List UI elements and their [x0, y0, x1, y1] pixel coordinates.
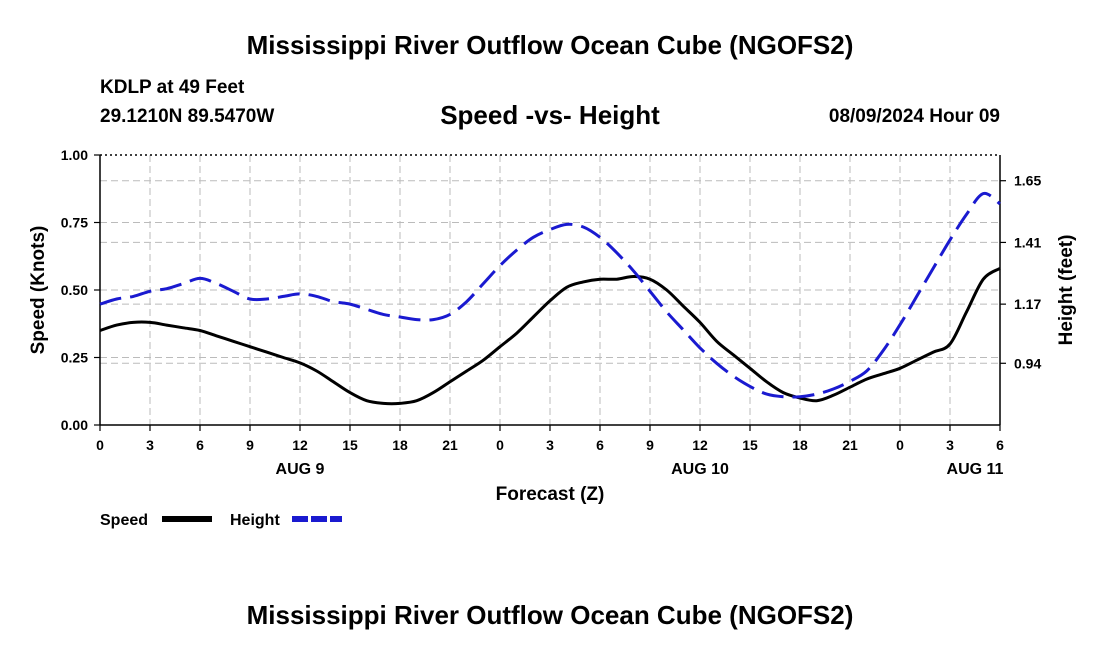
x-tick-label: 0	[896, 437, 904, 453]
height-series-line	[99, 191, 1001, 399]
x-tick-label: 3	[946, 437, 954, 453]
station-name: KDLP at 49 Feet	[100, 77, 245, 98]
x-tick-label: 0	[496, 437, 504, 453]
x-tick-label: 3	[546, 437, 554, 453]
date-label: AUG 10	[671, 461, 729, 478]
x-tick-label: 6	[996, 437, 1004, 453]
x-tick-label: 21	[842, 437, 858, 453]
y-right-tick-label: 0.94	[1014, 355, 1041, 371]
x-tick-label: 12	[692, 437, 708, 453]
legend-height-label: Height	[230, 512, 280, 529]
speed-series-line	[99, 267, 1001, 406]
x-tick-label: 3	[146, 437, 154, 453]
x-tick-label: 6	[196, 437, 204, 453]
y-right-tick-label: 1.17	[1014, 296, 1041, 312]
y-axis-label: Speed (Knots)	[28, 226, 49, 355]
y-tick-label: 0.25	[61, 350, 88, 366]
x-tick-label: 9	[246, 437, 254, 453]
date-label: AUG 11	[947, 461, 1004, 478]
forecast-date: 08/09/2024 Hour 09	[828, 106, 1000, 127]
y-axis-right-label: Height (feet)	[1056, 235, 1077, 346]
y-right-tick-label: 1.65	[1014, 173, 1041, 189]
chart-title: Speed -vs- Height	[440, 100, 660, 130]
legend-speed-label: Speed	[100, 512, 148, 529]
y-tick-label: 0.75	[61, 215, 88, 231]
x-tick-label: 9	[646, 437, 654, 453]
main-title: Mississippi River Outflow Ocean Cube (NG…	[246, 30, 854, 60]
x-tick-label: 18	[392, 437, 408, 453]
x-tick-label: 0	[96, 437, 104, 453]
x-tick-label: 15	[342, 437, 358, 453]
station-coords: 29.1210N 89.5470W	[100, 106, 275, 127]
x-tick-label: 18	[792, 437, 808, 453]
y-tick-label: 1.00	[61, 147, 88, 163]
y-tick-label: 0.00	[61, 417, 88, 433]
bottom-title: Mississippi River Outflow Ocean Cube (NG…	[246, 600, 854, 630]
x-axis-label: Forecast (Z)	[496, 484, 605, 505]
date-label: AUG 9	[276, 461, 325, 478]
x-tick-label: 15	[742, 437, 758, 453]
x-tick-label: 12	[292, 437, 308, 453]
speed-height-chart: 0 3 6 9 12 15 18 21 0 3 6 9 12 15 18 21 0 3 6 AUG 9 AUG 10 AU…	[28, 147, 1077, 529]
y-right-tick-label: 1.41	[1014, 234, 1041, 250]
y-tick-label: 0.50	[61, 282, 88, 298]
x-tick-label: 21	[442, 437, 458, 453]
x-tick-label: 6	[596, 437, 604, 453]
